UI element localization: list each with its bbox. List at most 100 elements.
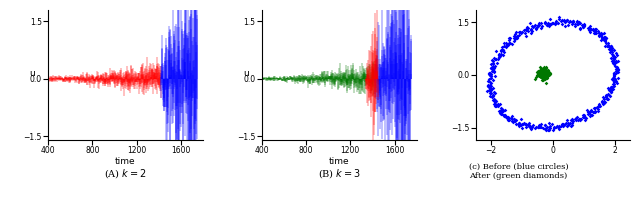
Point [559,20,569,23]
Point [596,100,607,103]
Point [540,75,550,78]
Point [484,77,494,80]
Point [490,64,500,67]
Point [606,91,616,94]
Point [515,30,525,33]
Point [590,30,600,33]
Point [534,72,544,75]
Point [572,115,582,119]
Point [540,70,550,73]
Point [496,48,506,51]
Point [611,70,621,73]
Point [596,34,606,37]
Point [545,73,555,76]
Point [608,82,618,85]
Point [570,24,580,27]
Point [537,70,547,73]
Point [575,118,586,121]
Point [604,42,614,45]
Point [559,25,570,28]
Point [536,69,546,72]
Point [542,24,552,27]
Point [525,22,535,25]
Point [602,44,612,48]
Point [536,125,546,129]
Point [485,92,495,95]
Point [599,101,609,104]
Point [544,71,554,74]
Point [513,121,524,124]
Point [608,61,618,64]
Point [486,75,496,78]
Point [575,118,585,122]
Point [593,30,603,33]
Point [607,51,618,54]
Point [485,73,495,77]
Point [536,27,547,30]
Point [543,72,554,75]
Point [498,53,508,56]
Point [514,123,524,126]
Point [518,123,528,126]
Point [544,72,554,76]
Point [563,123,573,126]
Point [601,93,611,97]
Point [527,26,538,29]
Point [542,69,552,73]
Point [534,71,545,74]
Point [528,123,538,126]
Point [541,71,552,75]
Point [493,103,503,106]
Point [539,72,549,75]
Point [588,113,598,116]
Point [536,71,546,74]
Point [542,23,552,26]
Point [537,76,547,79]
Point [540,74,550,78]
Point [560,123,570,126]
Point [572,21,582,24]
Point [488,87,499,90]
Point [510,33,520,36]
Point [575,22,585,25]
Point [538,74,548,77]
Point [538,68,548,71]
Point [532,69,543,72]
Point [609,72,620,75]
Point [540,71,550,74]
Point [563,122,573,125]
Point [542,76,552,79]
Point [541,66,552,69]
Point [613,67,623,70]
Point [531,125,541,128]
Point [543,24,554,27]
Point [579,116,589,119]
Point [595,104,605,108]
Point [543,68,553,71]
Point [541,81,552,84]
Point [595,38,605,41]
Point [544,73,554,76]
Point [611,72,621,75]
Point [538,74,548,77]
Point [536,70,547,73]
Point [495,111,505,114]
Point [589,31,600,34]
Point [563,122,573,125]
Point [534,24,544,27]
Point [495,54,506,57]
Point [535,125,545,128]
Point [606,49,616,52]
Point [541,70,551,74]
Point [568,20,578,24]
Point [489,67,499,70]
Point [492,62,502,65]
Point [536,73,546,76]
Point [538,72,548,75]
Point [540,72,550,75]
Point [538,70,548,73]
Point [520,31,530,34]
Point [521,125,531,128]
Point [537,73,547,76]
Point [539,73,549,76]
